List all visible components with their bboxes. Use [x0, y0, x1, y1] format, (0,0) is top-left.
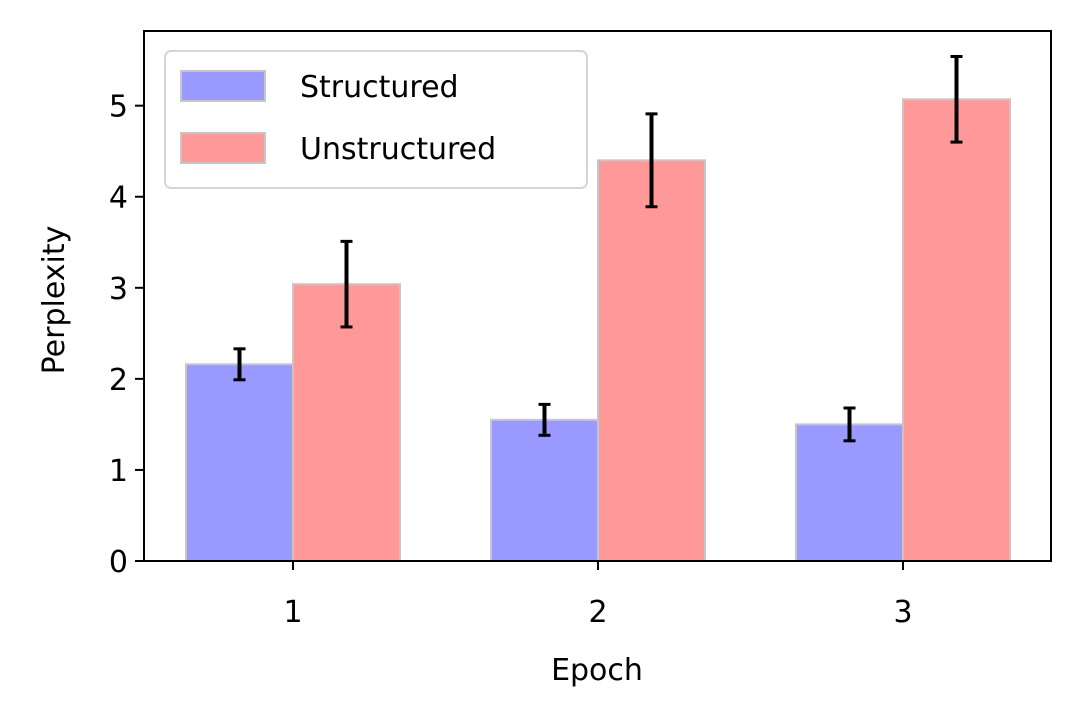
bar-unstructured-epoch-2 [597, 159, 706, 562]
x-tick-label: 1 [283, 595, 302, 630]
x-tick-label: 2 [588, 595, 607, 630]
bar-structured-epoch-1 [185, 363, 294, 563]
error-bar-unstructured-epoch-3 [950, 54, 963, 144]
bar-unstructured-epoch-1 [292, 283, 401, 562]
error-bar-structured-epoch-3 [843, 406, 856, 443]
legend-swatch-structured [180, 70, 266, 102]
y-tick-label: 1 [109, 454, 128, 489]
x-tick-label: 3 [893, 595, 912, 630]
legend: Structured Unstructured [164, 50, 588, 189]
legend-label-unstructured: Unstructured [300, 132, 496, 167]
x-axis: 1 2 3 [283, 561, 913, 630]
bars-layer [185, 98, 1011, 563]
error-bar-unstructured-epoch-2 [645, 112, 658, 209]
error-bar-unstructured-epoch-1 [340, 239, 353, 329]
bar-structured-epoch-2 [490, 418, 599, 562]
y-tick-label: 2 [109, 363, 128, 398]
y-tick-label: 0 [109, 545, 128, 580]
error-bars-layer [233, 54, 963, 443]
x-axis-label: Epoch [551, 653, 643, 688]
y-tick-label: 5 [109, 90, 128, 125]
legend-box [164, 50, 588, 189]
bar-unstructured-epoch-3 [902, 98, 1011, 562]
y-axis: 0 1 2 3 4 5 [109, 90, 144, 580]
y-tick-label: 4 [109, 181, 128, 216]
error-bar-structured-epoch-1 [233, 347, 246, 382]
error-bar-structured-epoch-2 [538, 402, 551, 437]
legend-label-structured: Structured [300, 70, 459, 105]
bar-structured-epoch-3 [795, 423, 904, 562]
y-tick-label: 3 [109, 272, 128, 307]
legend-swatch-unstructured [180, 132, 266, 164]
y-axis-label: Perplexity [37, 226, 72, 375]
